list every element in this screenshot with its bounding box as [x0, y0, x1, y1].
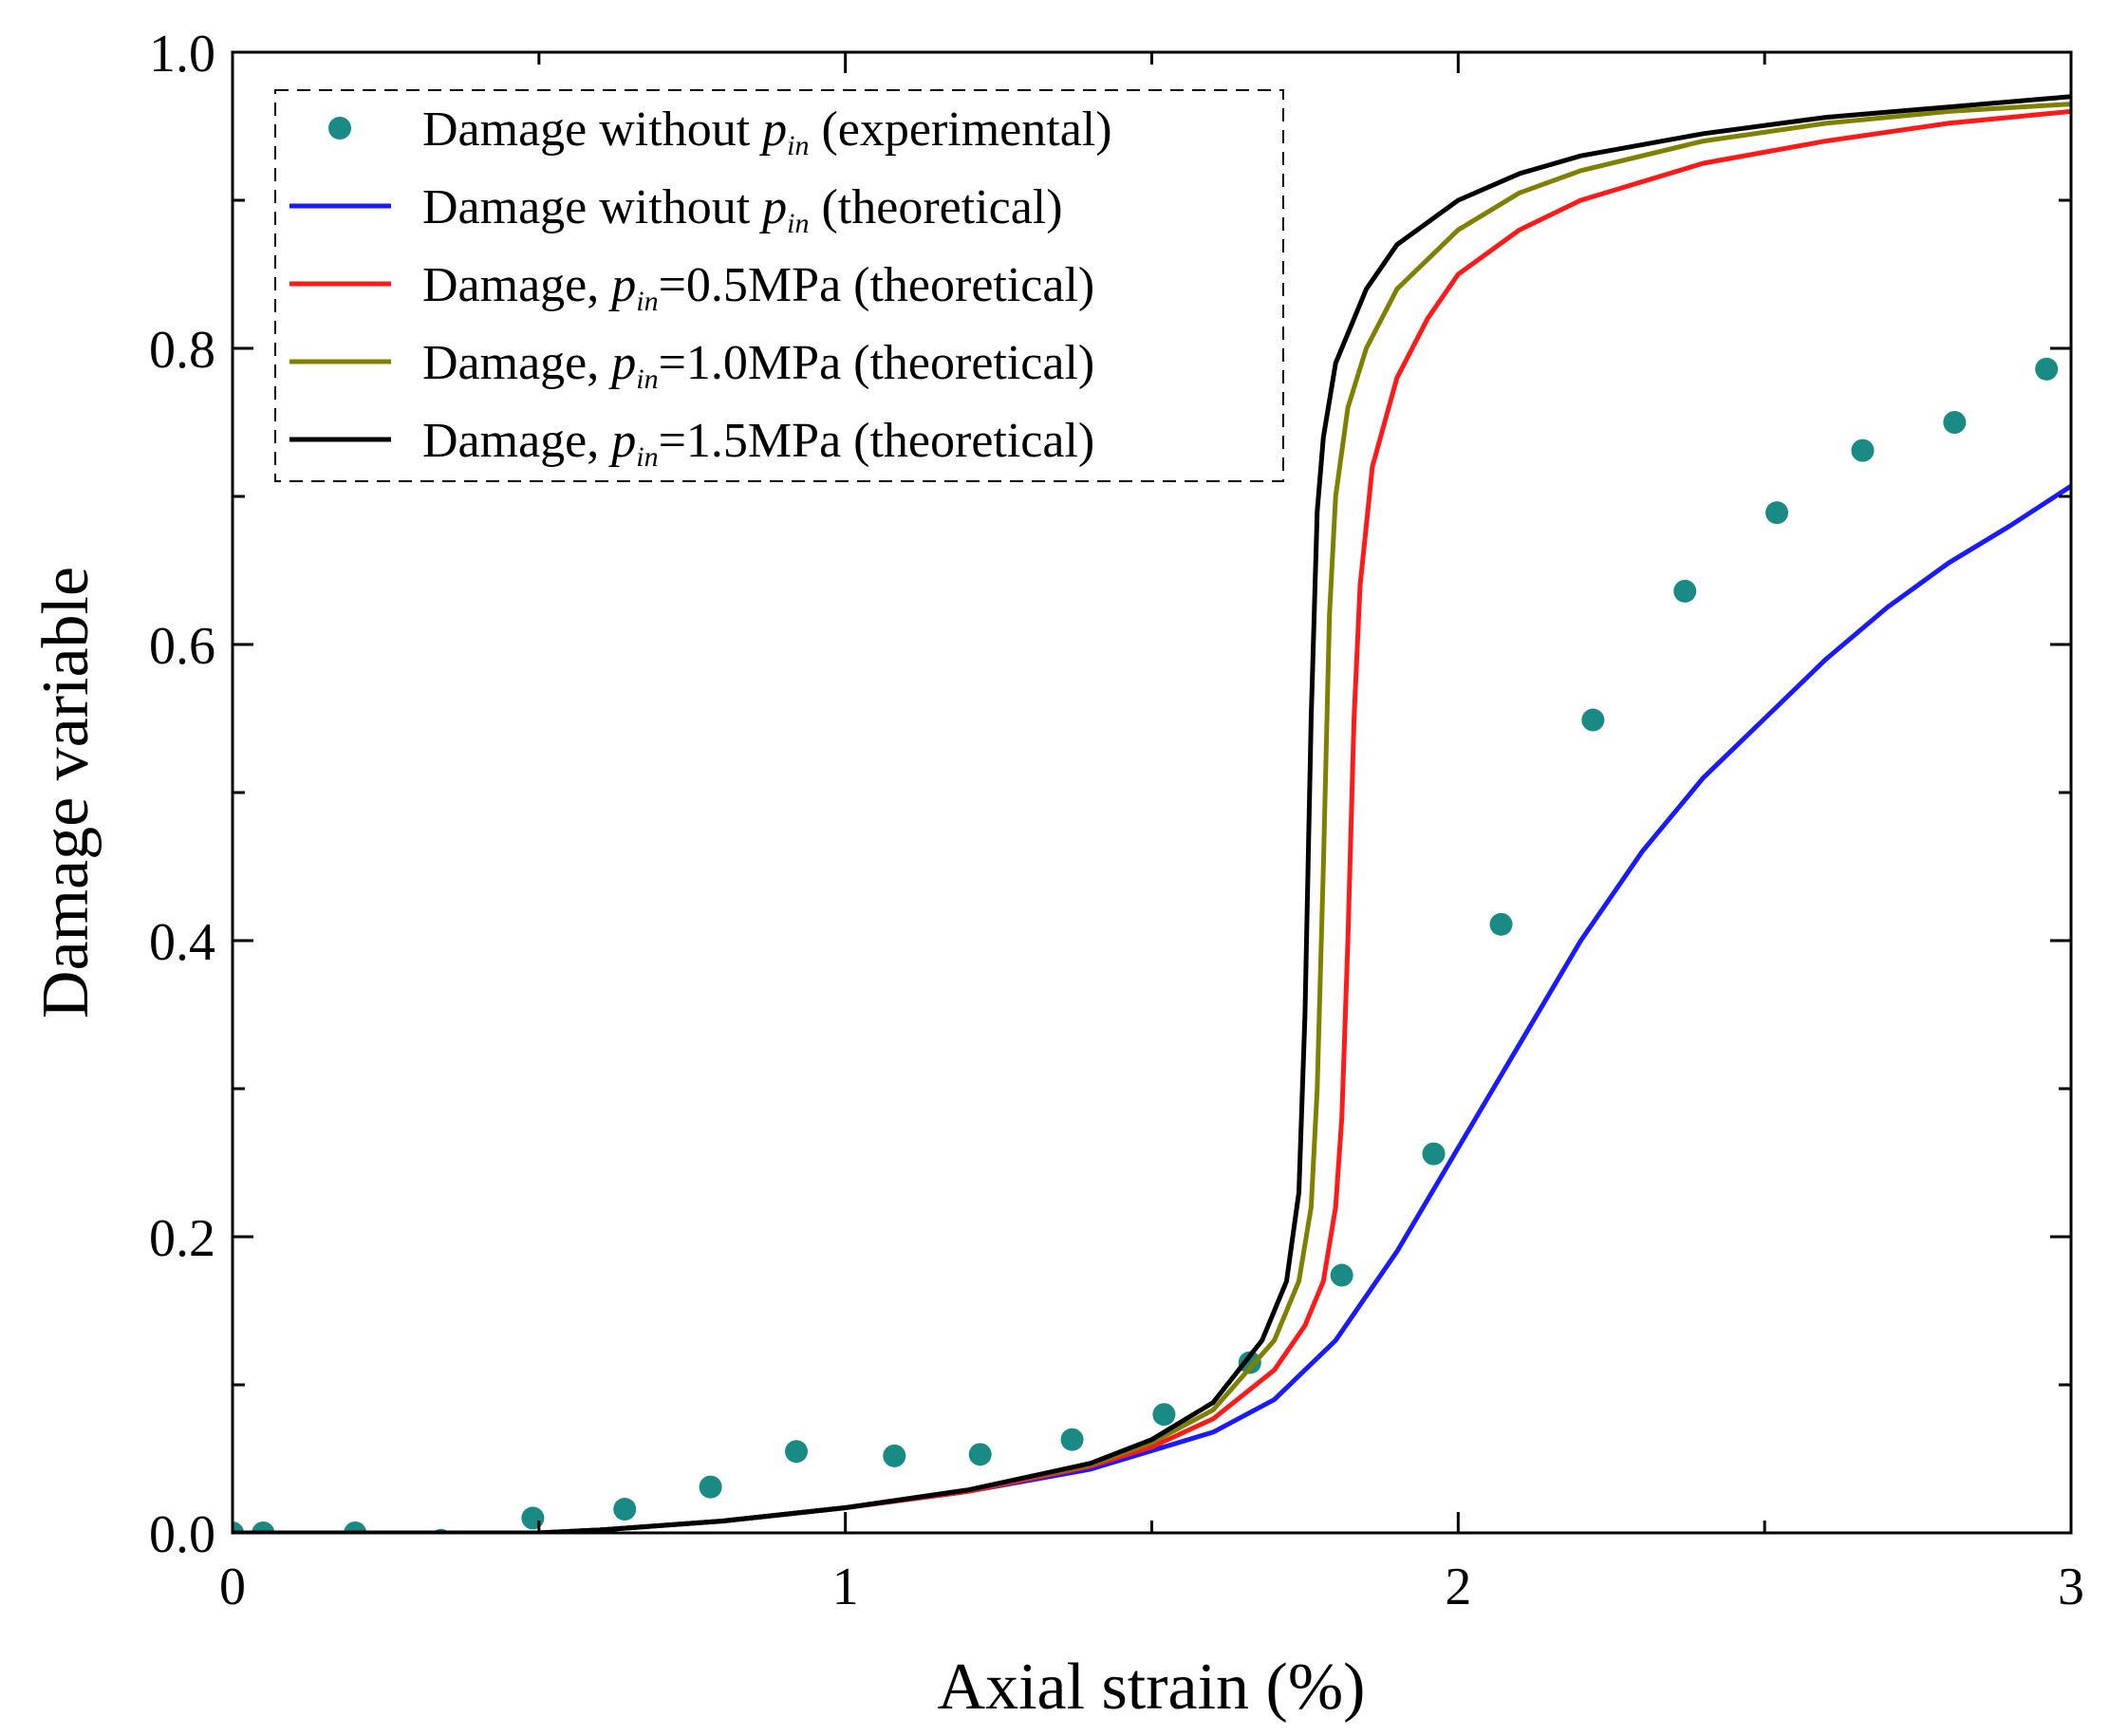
x-tick-label: 1	[832, 1558, 859, 1616]
x-tick-label: 3	[2058, 1558, 2084, 1616]
legend-item: Damage, pin=0.5MPa (theoretical)	[289, 258, 1094, 317]
tick-labels-layer: 0 1 2 3 0.0 0.2 0.4 0.6 0.8 1.0	[149, 25, 2084, 1616]
series-layer	[233, 94, 2071, 1533]
series-line	[233, 484, 2071, 1533]
data-point	[968, 1443, 992, 1466]
data-point	[1673, 579, 1697, 603]
series-1	[233, 484, 2071, 1533]
data-point	[252, 1521, 275, 1533]
y-tick-label: 0.0	[149, 1505, 215, 1564]
y-tick-label: 1.0	[149, 25, 215, 84]
legend-box	[274, 89, 1284, 482]
series-4	[233, 94, 2071, 1533]
x-axis-title: Axial strain (%)	[938, 1651, 1366, 1724]
x-tick-label: 0	[219, 1558, 246, 1616]
data-point	[1238, 1351, 1261, 1374]
data-point	[1422, 1142, 1446, 1166]
legend-label: Damage, pin=1.0MPa (theoretical)	[422, 336, 1094, 395]
data-point	[1851, 439, 1875, 462]
data-point	[1152, 1403, 1176, 1427]
data-point	[1943, 411, 1967, 434]
y-tick-label: 0.8	[149, 321, 215, 380]
data-point	[613, 1498, 637, 1521]
y-tick-label: 0.6	[149, 617, 215, 676]
data-point	[1765, 501, 1789, 525]
data-point	[2035, 357, 2059, 381]
legend-item: Damage, pin=1.5MPa (theoretical)	[289, 414, 1094, 473]
data-point	[521, 1506, 545, 1530]
legend-label: Damage without pin (theoretical)	[422, 180, 1063, 239]
y-tick-label: 0.4	[149, 913, 215, 972]
legend-item: Damage without pin (theoretical)	[289, 180, 1063, 239]
y-axis-title: Damage variable	[29, 567, 103, 1018]
legend-marker	[328, 117, 351, 140]
legend-label: Damage without pin (experimental)	[422, 103, 1112, 161]
data-point	[883, 1444, 906, 1467]
legend-item: Damage, pin=1.0MPa (theoretical)	[289, 336, 1094, 395]
data-point	[785, 1440, 809, 1464]
data-point	[1489, 912, 1513, 936]
series-line	[233, 94, 2071, 1533]
legend-label: Damage, pin=0.5MPa (theoretical)	[422, 258, 1094, 317]
data-point	[1330, 1263, 1353, 1287]
data-point	[233, 1521, 244, 1533]
data-point	[699, 1475, 722, 1499]
x-tick-label: 2	[1445, 1558, 1471, 1616]
data-point	[344, 1521, 367, 1533]
legend-item: Damage without pin (experimental)	[328, 103, 1112, 161]
legend-label: Damage, pin=1.5MPa (theoretical)	[422, 414, 1094, 473]
y-tick-label: 0.2	[149, 1209, 215, 1268]
series-0	[233, 357, 2059, 1533]
data-point	[1581, 708, 1605, 732]
legend: Damage without pin (experimental) Damage …	[274, 89, 1284, 482]
data-point	[1060, 1428, 1084, 1451]
ticks-layer	[231, 50, 2073, 1535]
